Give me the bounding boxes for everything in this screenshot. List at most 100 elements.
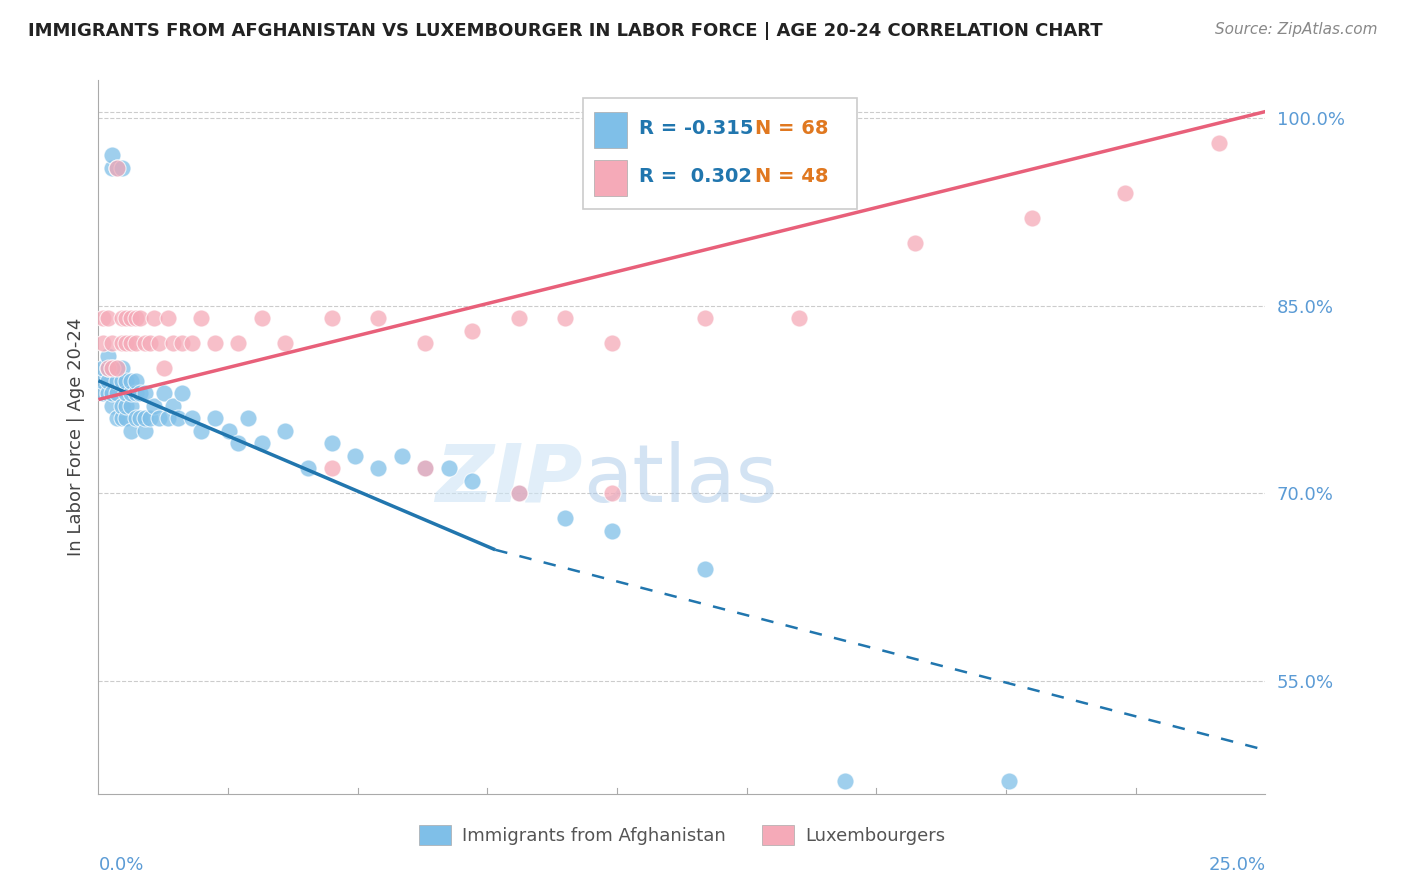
Point (105, 361, 128, 376)
Point (162, 336, 184, 351)
Point (157, 311, 180, 326)
Point (190, 424, 212, 438)
Point (321, 311, 343, 326)
Text: ZIP: ZIP (436, 441, 582, 519)
Text: R = -0.315: R = -0.315 (638, 120, 754, 138)
Point (367, 461, 389, 475)
Point (101, 361, 124, 376)
Point (437, 461, 460, 475)
Point (120, 311, 142, 326)
Point (157, 411, 180, 425)
Point (143, 311, 166, 326)
Text: 25.0%: 25.0% (1208, 856, 1265, 874)
Point (134, 424, 156, 438)
Point (148, 411, 170, 425)
Point (148, 336, 170, 351)
Point (695, 561, 717, 575)
Point (172, 386, 194, 401)
Point (461, 474, 484, 488)
Point (125, 386, 148, 401)
Point (180, 336, 202, 351)
Point (105, 161, 128, 175)
Point (391, 449, 413, 463)
Point (120, 336, 142, 351)
Point (413, 336, 436, 351)
Point (344, 449, 367, 463)
Point (1021, 211, 1043, 225)
Point (125, 411, 148, 425)
Point (115, 399, 138, 413)
Point (166, 411, 188, 425)
Point (228, 336, 250, 351)
Point (129, 411, 152, 425)
Point (97, 386, 120, 401)
Point (152, 386, 174, 401)
Point (461, 324, 484, 338)
Point (125, 311, 148, 326)
Text: R =  0.302: R = 0.302 (638, 167, 752, 186)
Point (134, 411, 156, 425)
Point (508, 486, 530, 500)
Point (105, 361, 128, 376)
Point (228, 436, 250, 450)
Point (554, 311, 576, 326)
Point (111, 399, 134, 413)
Point (115, 311, 138, 326)
Point (134, 386, 156, 401)
Point (129, 311, 152, 326)
Point (120, 399, 142, 413)
Point (274, 424, 297, 438)
Point (111, 374, 134, 388)
Legend: Immigrants from Afghanistan, Luxembourgers: Immigrants from Afghanistan, Luxembourge… (412, 817, 952, 853)
Point (1114, 186, 1136, 200)
Point (554, 511, 576, 525)
Point (139, 411, 162, 425)
Y-axis label: In Labor Force | Age 20-24: In Labor Force | Age 20-24 (66, 318, 84, 557)
Point (105, 161, 128, 175)
Point (152, 361, 174, 376)
Point (250, 436, 273, 450)
Point (91, 361, 114, 376)
Point (695, 311, 717, 326)
Point (600, 524, 623, 538)
Point (97, 349, 120, 363)
Point (97, 374, 120, 388)
Text: 0.0%: 0.0% (98, 856, 143, 874)
Point (297, 461, 319, 475)
Point (115, 386, 138, 401)
Point (787, 311, 810, 326)
Point (97, 361, 120, 376)
Point (101, 386, 124, 401)
Point (600, 336, 623, 351)
Point (91, 374, 114, 388)
Point (413, 461, 436, 475)
Point (111, 336, 134, 351)
Point (105, 411, 128, 425)
Point (97, 361, 120, 376)
Point (105, 386, 128, 401)
Point (115, 374, 138, 388)
Point (120, 386, 142, 401)
Point (129, 386, 152, 401)
Point (115, 336, 138, 351)
Point (250, 311, 273, 326)
Point (101, 361, 124, 376)
Text: atlas: atlas (582, 441, 778, 519)
FancyBboxPatch shape (595, 161, 627, 196)
Point (321, 461, 343, 475)
Point (105, 374, 128, 388)
FancyBboxPatch shape (582, 98, 856, 209)
Point (180, 411, 202, 425)
Point (997, 774, 1019, 789)
Point (508, 311, 530, 326)
Point (111, 311, 134, 326)
Point (101, 399, 124, 413)
Point (120, 374, 142, 388)
Point (134, 336, 156, 351)
Point (111, 411, 134, 425)
Point (101, 336, 124, 351)
Point (101, 161, 124, 175)
Point (115, 411, 138, 425)
Point (120, 424, 142, 438)
Point (139, 336, 162, 351)
